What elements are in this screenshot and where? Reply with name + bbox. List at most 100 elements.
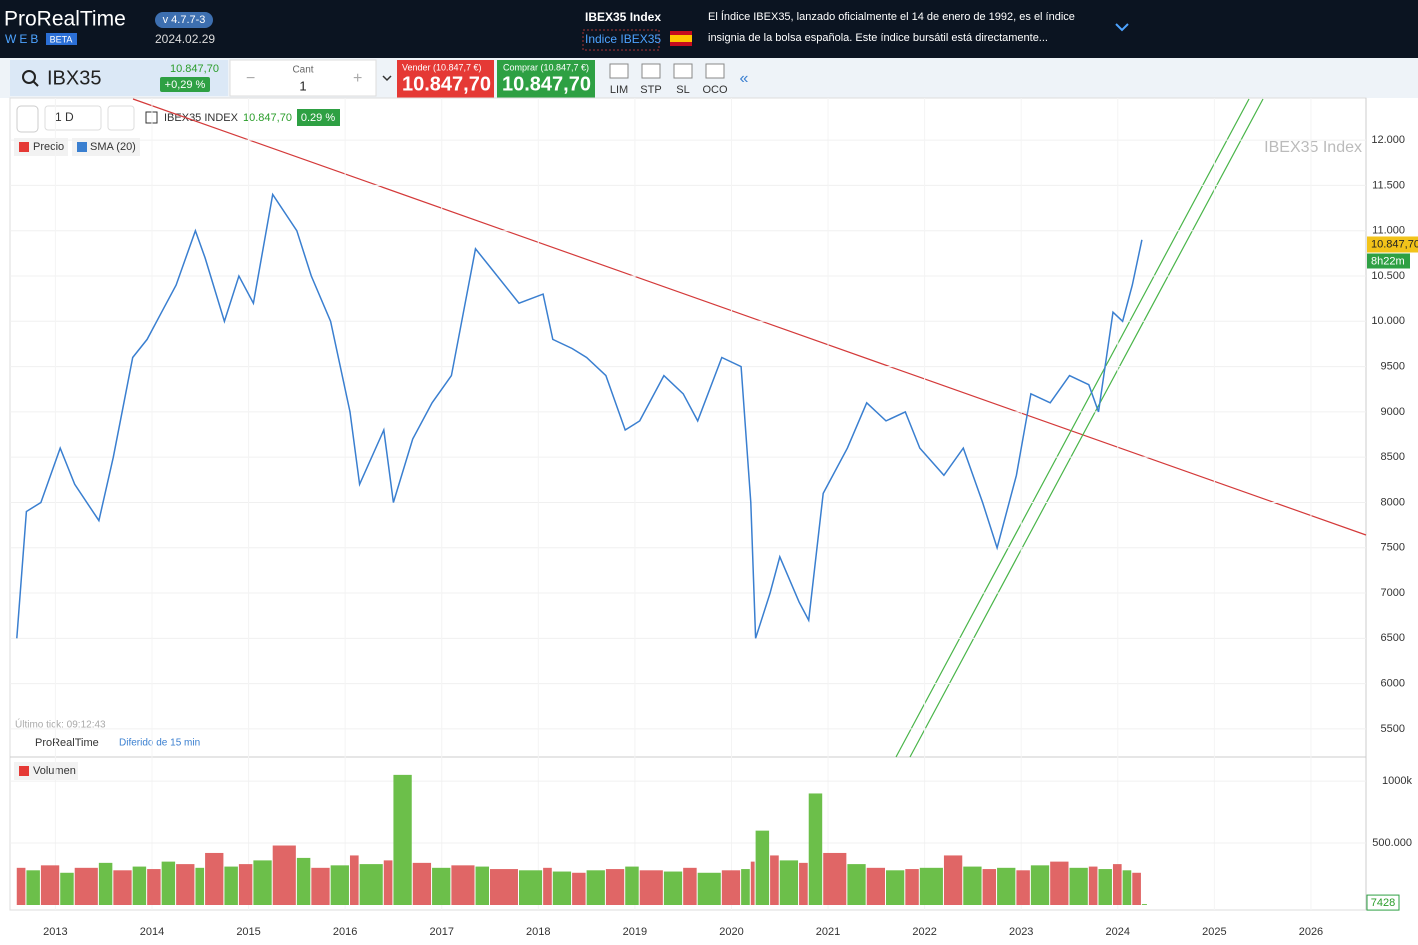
y-tick-label: 6000: [1381, 678, 1405, 690]
volume-bar: [997, 867, 1016, 905]
instrument: IBEX35 INDEX: [164, 112, 239, 124]
chart-area: [9, 97, 1367, 911]
volume-bar: [1132, 872, 1141, 905]
volume-bar: [113, 870, 132, 905]
volume-bar: [132, 866, 147, 905]
volume-bar: [885, 870, 905, 905]
volume-bar: [1088, 866, 1098, 905]
order-icon[interactable]: [705, 63, 725, 79]
price: 10.847,70: [170, 63, 219, 75]
sell-price: 10.847,70: [402, 73, 491, 95]
volume-bar: [586, 870, 605, 905]
volume-bar: [60, 872, 74, 905]
volume-bar: [919, 867, 943, 905]
volume-bar: [572, 872, 586, 905]
x-tick-label: 2017: [429, 926, 453, 938]
y-tick-label: 5500: [1381, 723, 1405, 735]
y-tick-label: 11.500: [1372, 179, 1405, 191]
cursor-tool[interactable]: [16, 105, 39, 133]
x-tick-label: 2024: [1106, 926, 1130, 938]
order-button[interactable]: STP: [640, 84, 661, 96]
x-tick-label: 2023: [1009, 926, 1033, 938]
beta-badge: [46, 33, 77, 45]
volume-bar: [799, 862, 808, 905]
interval-box[interactable]: [44, 105, 102, 131]
y-tick-label: 9000: [1381, 406, 1405, 418]
y-tick-label: 12.000: [1371, 134, 1405, 146]
plus[interactable]: +: [353, 70, 362, 87]
volume-bar: [176, 864, 195, 905]
change: +0,29 %: [165, 79, 206, 91]
volume-label: Volumen: [33, 765, 76, 777]
volume-bar: [755, 830, 770, 905]
sell-button[interactable]: [397, 60, 494, 98]
index-link[interactable]: Indice IBEX35: [585, 32, 661, 46]
volume-bar: [74, 867, 98, 905]
volume-bar: [40, 865, 60, 905]
volume-bar: [432, 867, 451, 905]
y-tick-label: 10.000: [1371, 315, 1405, 327]
order-icon[interactable]: [609, 63, 629, 79]
volume-bar: [847, 864, 866, 905]
price-line: [16, 192, 1143, 639]
last-price: 10.847,70: [1371, 238, 1418, 250]
volume-bar: [1069, 867, 1088, 905]
volume-bar: [195, 867, 205, 905]
x-tick-label: 2014: [140, 926, 164, 938]
channel-line: [895, 98, 1250, 758]
volume-bar: [393, 774, 412, 905]
chart-type[interactable]: [107, 105, 135, 131]
symbol: IBX35: [47, 67, 101, 89]
order-button[interactable]: OCO: [702, 84, 728, 96]
volume-bar: [330, 865, 349, 905]
volume-bar: [490, 869, 518, 905]
interval[interactable]: 1 D: [55, 110, 74, 124]
buy-button[interactable]: [497, 60, 595, 98]
volume-bar: [982, 869, 997, 905]
x-tick-label: 2015: [236, 926, 260, 938]
legend-item: SMA (20): [90, 141, 136, 153]
volume-bar: [518, 870, 543, 905]
legend-box[interactable]: [14, 762, 78, 780]
trendline: [132, 98, 1367, 536]
change: 0.29 %: [301, 112, 335, 124]
search-icon: [32, 80, 39, 87]
volume-tick-label: 1000k: [1382, 775, 1412, 787]
volume-bar: [963, 866, 982, 905]
volume-bar: [741, 869, 750, 905]
version-badge: [155, 12, 213, 28]
order-icon[interactable]: [641, 63, 661, 79]
volume-bar: [1030, 865, 1050, 905]
volume-bar: [205, 852, 224, 905]
volume-bar: [605, 869, 625, 905]
x-tick-label: 2019: [623, 926, 647, 938]
order-button[interactable]: SL: [676, 84, 689, 96]
qty-box[interactable]: [229, 59, 377, 97]
order-button[interactable]: LIM: [610, 84, 628, 96]
brand: ProRealTime: [4, 8, 126, 31]
y-tick-label: 10.500: [1371, 270, 1405, 282]
volume-bar: [1122, 870, 1132, 905]
order-icon[interactable]: [673, 63, 693, 79]
dropdown[interactable]: [382, 75, 392, 82]
legend-box[interactable]: [72, 138, 140, 156]
expand[interactable]: [1115, 23, 1129, 32]
volume-bar: [98, 862, 113, 905]
watermark: IBEX35 Index: [1264, 139, 1362, 156]
volume-bar: [311, 867, 330, 905]
legend-swatch: [19, 766, 29, 776]
collapse[interactable]: «: [740, 70, 749, 87]
channel-line: [909, 98, 1264, 758]
index-link-box[interactable]: [582, 29, 660, 51]
change-badge: [160, 77, 210, 92]
volume-bar: [16, 867, 26, 905]
buy-price: 10.847,70: [502, 73, 591, 95]
qty: 1: [299, 78, 306, 93]
timer: 8h22m: [1371, 255, 1405, 267]
minus[interactable]: −: [246, 70, 255, 87]
volume-bar: [349, 855, 359, 905]
x-tick-label: 2013: [43, 926, 67, 938]
volume-bar: [823, 852, 847, 905]
volume-bar: [779, 860, 799, 905]
